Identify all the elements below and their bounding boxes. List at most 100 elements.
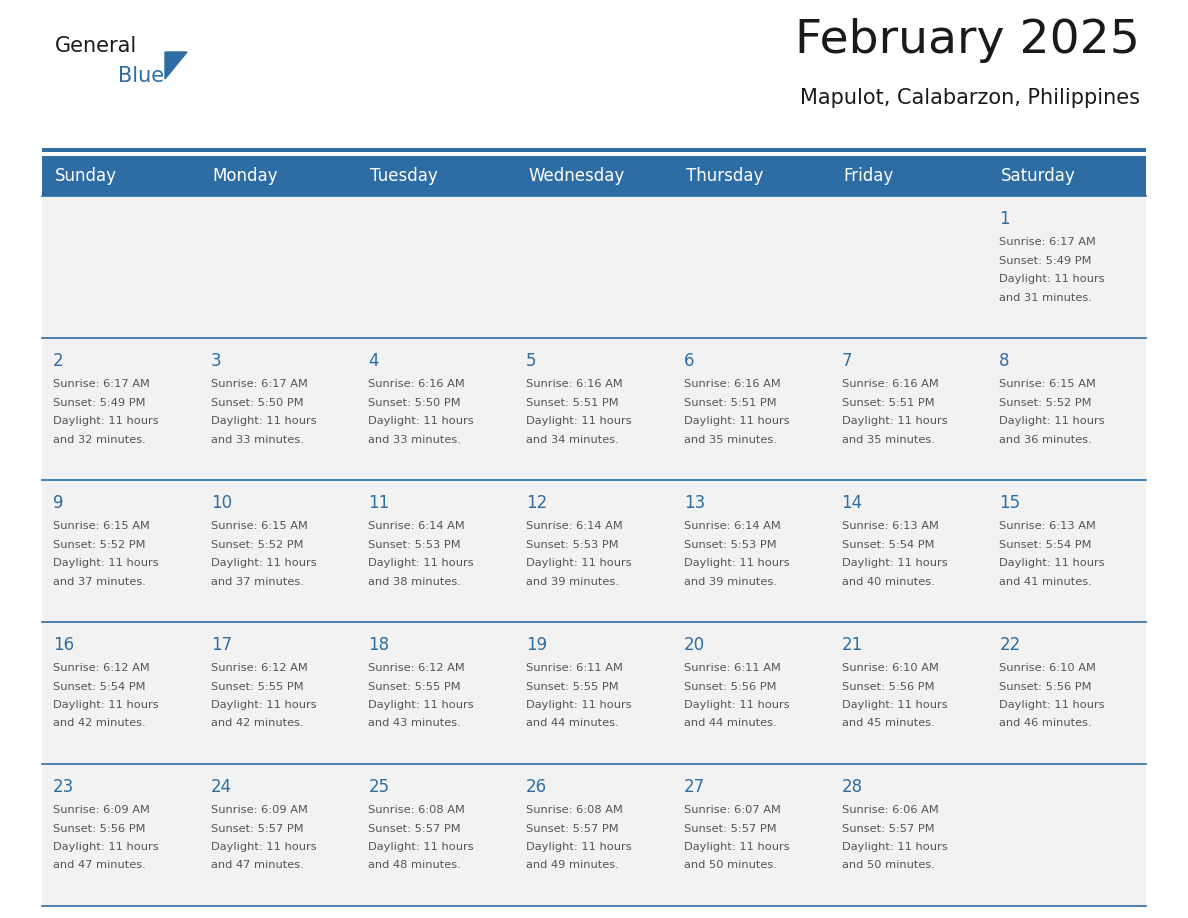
- Text: 18: 18: [368, 636, 390, 654]
- Text: Daylight: 11 hours: Daylight: 11 hours: [526, 558, 632, 568]
- Text: Sunset: 5:53 PM: Sunset: 5:53 PM: [526, 540, 619, 550]
- Text: Sunrise: 6:14 AM: Sunrise: 6:14 AM: [684, 521, 781, 531]
- Text: 16: 16: [53, 636, 74, 654]
- Text: Sunset: 5:52 PM: Sunset: 5:52 PM: [999, 397, 1092, 408]
- Text: Daylight: 11 hours: Daylight: 11 hours: [53, 842, 159, 852]
- Text: and 47 minutes.: and 47 minutes.: [210, 860, 303, 870]
- Text: and 45 minutes.: and 45 minutes.: [841, 719, 934, 729]
- Text: Blue: Blue: [118, 66, 164, 86]
- Text: Daylight: 11 hours: Daylight: 11 hours: [210, 558, 316, 568]
- Text: Thursday: Thursday: [685, 167, 763, 185]
- Text: Sunrise: 6:09 AM: Sunrise: 6:09 AM: [210, 805, 308, 815]
- Text: Sunset: 5:52 PM: Sunset: 5:52 PM: [210, 540, 303, 550]
- Bar: [42, 196, 1146, 338]
- Text: Sunrise: 6:08 AM: Sunrise: 6:08 AM: [368, 805, 466, 815]
- Text: Daylight: 11 hours: Daylight: 11 hours: [53, 416, 159, 426]
- Text: and 42 minutes.: and 42 minutes.: [210, 719, 303, 729]
- Bar: [42, 764, 1146, 906]
- Text: Sunrise: 6:07 AM: Sunrise: 6:07 AM: [684, 805, 781, 815]
- Text: Daylight: 11 hours: Daylight: 11 hours: [210, 842, 316, 852]
- Text: 10: 10: [210, 494, 232, 512]
- Text: Sunrise: 6:14 AM: Sunrise: 6:14 AM: [368, 521, 466, 531]
- Text: and 44 minutes.: and 44 minutes.: [526, 719, 619, 729]
- Text: Sunrise: 6:17 AM: Sunrise: 6:17 AM: [53, 379, 150, 389]
- Text: Monday: Monday: [213, 167, 278, 185]
- Text: Sunrise: 6:12 AM: Sunrise: 6:12 AM: [368, 663, 466, 673]
- Text: Wednesday: Wednesday: [529, 167, 625, 185]
- Text: 17: 17: [210, 636, 232, 654]
- Text: Sunrise: 6:12 AM: Sunrise: 6:12 AM: [53, 663, 150, 673]
- Text: 1: 1: [999, 210, 1010, 228]
- Text: 22: 22: [999, 636, 1020, 654]
- Text: and 35 minutes.: and 35 minutes.: [684, 434, 777, 444]
- Text: Sunrise: 6:11 AM: Sunrise: 6:11 AM: [684, 663, 781, 673]
- Bar: [42, 156, 1146, 196]
- Text: and 49 minutes.: and 49 minutes.: [526, 860, 619, 870]
- Text: and 33 minutes.: and 33 minutes.: [210, 434, 304, 444]
- Text: Daylight: 11 hours: Daylight: 11 hours: [526, 842, 632, 852]
- Text: Daylight: 11 hours: Daylight: 11 hours: [53, 558, 159, 568]
- Text: Sunset: 5:52 PM: Sunset: 5:52 PM: [53, 540, 145, 550]
- Text: Sunset: 5:54 PM: Sunset: 5:54 PM: [53, 681, 145, 691]
- Text: 21: 21: [841, 636, 862, 654]
- Text: 23: 23: [53, 778, 74, 796]
- Text: and 38 minutes.: and 38 minutes.: [368, 577, 461, 587]
- Text: and 39 minutes.: and 39 minutes.: [684, 577, 777, 587]
- Text: Sunset: 5:55 PM: Sunset: 5:55 PM: [526, 681, 619, 691]
- Text: Sunset: 5:56 PM: Sunset: 5:56 PM: [53, 823, 145, 834]
- Text: 14: 14: [841, 494, 862, 512]
- Text: Friday: Friday: [843, 167, 893, 185]
- Text: 8: 8: [999, 352, 1010, 370]
- Bar: [42, 148, 1146, 152]
- Text: and 32 minutes.: and 32 minutes.: [53, 434, 146, 444]
- Text: Daylight: 11 hours: Daylight: 11 hours: [368, 842, 474, 852]
- Text: Sunset: 5:56 PM: Sunset: 5:56 PM: [841, 681, 934, 691]
- Text: Sunset: 5:55 PM: Sunset: 5:55 PM: [210, 681, 303, 691]
- Text: 15: 15: [999, 494, 1020, 512]
- Text: Sunrise: 6:09 AM: Sunrise: 6:09 AM: [53, 805, 150, 815]
- Text: Mapulot, Calabarzon, Philippines: Mapulot, Calabarzon, Philippines: [800, 88, 1140, 108]
- Text: Daylight: 11 hours: Daylight: 11 hours: [210, 700, 316, 710]
- Text: Sunrise: 6:12 AM: Sunrise: 6:12 AM: [210, 663, 308, 673]
- Text: and 36 minutes.: and 36 minutes.: [999, 434, 1092, 444]
- Text: Tuesday: Tuesday: [371, 167, 438, 185]
- Text: Daylight: 11 hours: Daylight: 11 hours: [684, 842, 790, 852]
- Text: and 37 minutes.: and 37 minutes.: [210, 577, 304, 587]
- Text: Sunset: 5:54 PM: Sunset: 5:54 PM: [841, 540, 934, 550]
- Text: 2: 2: [53, 352, 64, 370]
- Text: Sunrise: 6:10 AM: Sunrise: 6:10 AM: [841, 663, 939, 673]
- Text: and 46 minutes.: and 46 minutes.: [999, 719, 1092, 729]
- Text: and 44 minutes.: and 44 minutes.: [684, 719, 777, 729]
- Text: Sunset: 5:49 PM: Sunset: 5:49 PM: [53, 397, 145, 408]
- Text: and 34 minutes.: and 34 minutes.: [526, 434, 619, 444]
- Text: Sunset: 5:51 PM: Sunset: 5:51 PM: [684, 397, 777, 408]
- Text: Sunset: 5:57 PM: Sunset: 5:57 PM: [210, 823, 303, 834]
- Text: 5: 5: [526, 352, 537, 370]
- Text: Daylight: 11 hours: Daylight: 11 hours: [999, 274, 1105, 284]
- Text: Daylight: 11 hours: Daylight: 11 hours: [684, 558, 790, 568]
- Text: Daylight: 11 hours: Daylight: 11 hours: [999, 700, 1105, 710]
- Text: and 42 minutes.: and 42 minutes.: [53, 719, 146, 729]
- Text: Sunset: 5:53 PM: Sunset: 5:53 PM: [684, 540, 777, 550]
- Text: and 40 minutes.: and 40 minutes.: [841, 577, 934, 587]
- Text: Sunset: 5:53 PM: Sunset: 5:53 PM: [368, 540, 461, 550]
- Text: Daylight: 11 hours: Daylight: 11 hours: [526, 416, 632, 426]
- Text: 20: 20: [684, 636, 704, 654]
- Text: Daylight: 11 hours: Daylight: 11 hours: [210, 416, 316, 426]
- Text: Daylight: 11 hours: Daylight: 11 hours: [841, 700, 947, 710]
- Text: and 35 minutes.: and 35 minutes.: [841, 434, 935, 444]
- Text: Sunset: 5:51 PM: Sunset: 5:51 PM: [841, 397, 934, 408]
- Text: Sunset: 5:56 PM: Sunset: 5:56 PM: [684, 681, 776, 691]
- Text: 11: 11: [368, 494, 390, 512]
- Text: 27: 27: [684, 778, 704, 796]
- Text: 25: 25: [368, 778, 390, 796]
- Text: 12: 12: [526, 494, 548, 512]
- Text: Sunset: 5:57 PM: Sunset: 5:57 PM: [368, 823, 461, 834]
- Text: Sunset: 5:57 PM: Sunset: 5:57 PM: [526, 823, 619, 834]
- Text: 24: 24: [210, 778, 232, 796]
- Text: Daylight: 11 hours: Daylight: 11 hours: [841, 558, 947, 568]
- Text: Sunrise: 6:16 AM: Sunrise: 6:16 AM: [368, 379, 466, 389]
- Text: and 48 minutes.: and 48 minutes.: [368, 860, 461, 870]
- Text: Sunrise: 6:15 AM: Sunrise: 6:15 AM: [53, 521, 150, 531]
- Text: February 2025: February 2025: [795, 18, 1140, 63]
